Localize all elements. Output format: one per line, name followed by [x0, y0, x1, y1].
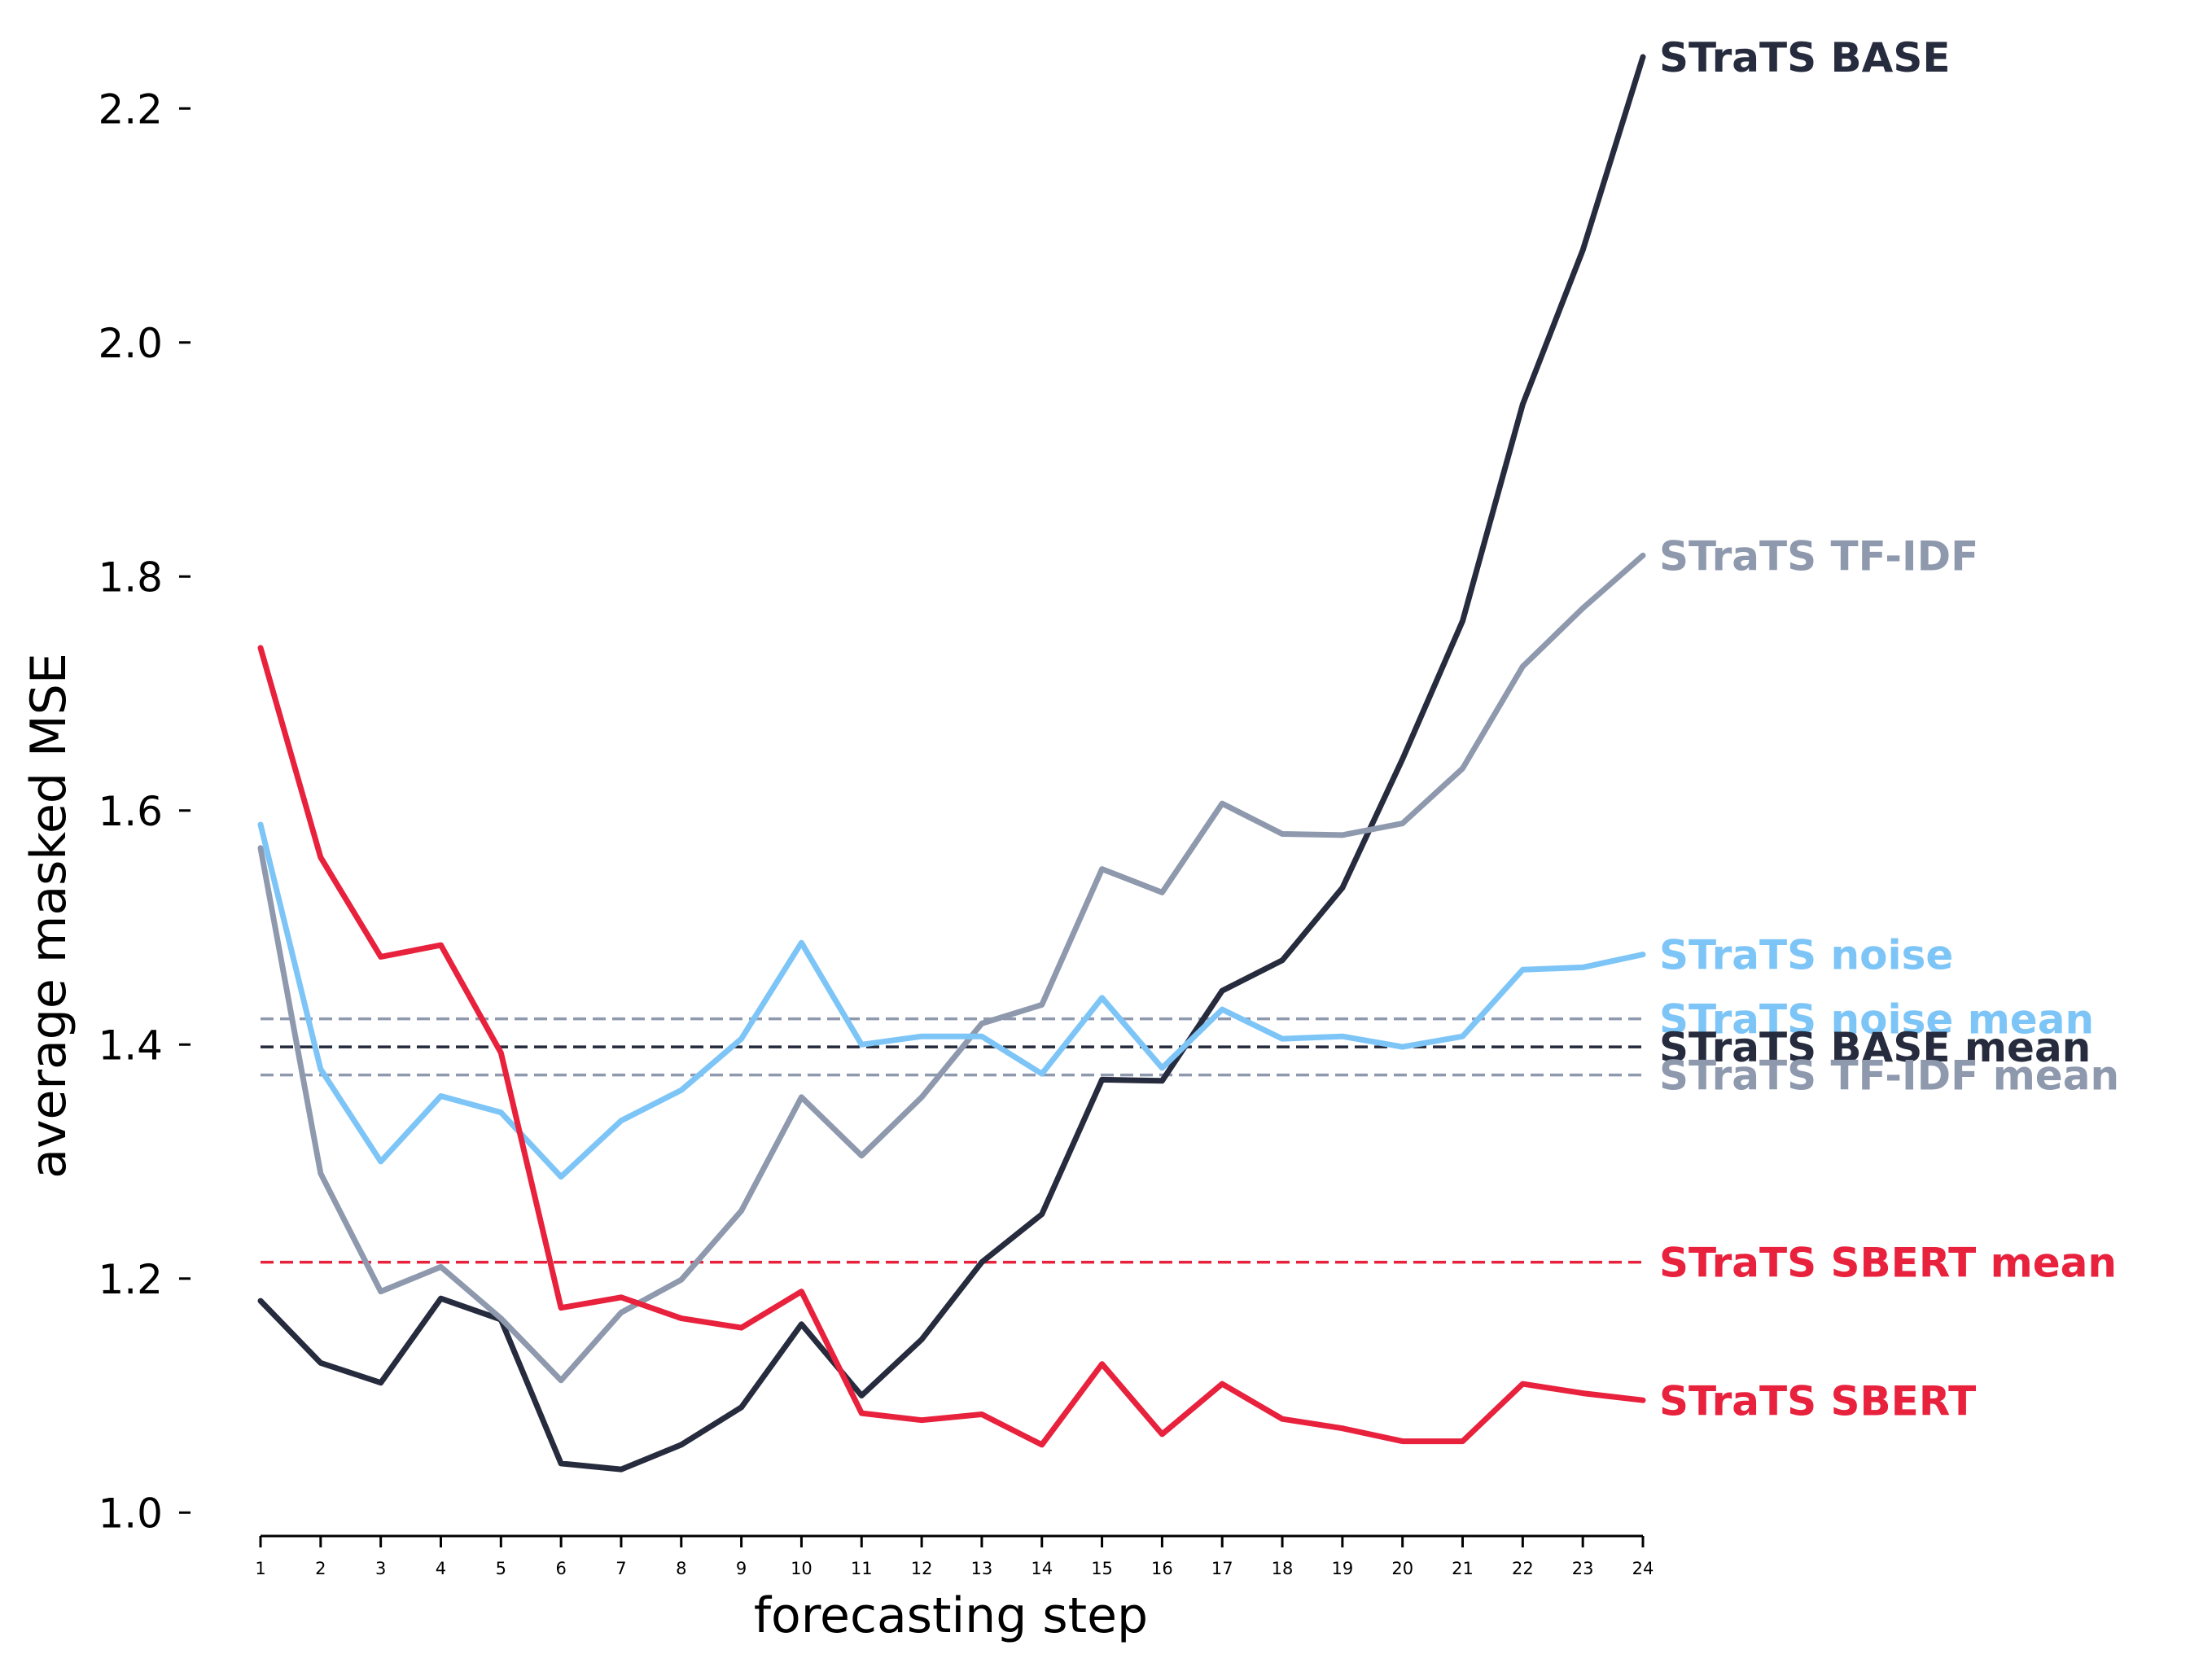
x-tick-label: 2 [315, 1559, 326, 1578]
x-tick-label: 14 [1031, 1559, 1053, 1578]
mean-line-label: STraTS SBERT mean [1659, 1240, 2117, 1287]
y-axis: 1.0 1.2 1.4 1.6 1.8 2.0 2.2 [98, 85, 191, 1537]
series-labels: STraTS BASE STraTS TF-IDF STraTS noise STra… [1659, 34, 2119, 1424]
series-end-label: STraTS SBERT [1659, 1377, 1976, 1424]
y-tick-label: 2.0 [98, 320, 163, 367]
x-tick-label: 18 [1272, 1559, 1294, 1578]
series-line [257, 552, 1646, 1384]
x-tick-label: 9 [736, 1559, 747, 1578]
mean-line-label: STraTS noise mean [1659, 996, 2094, 1044]
x-tick-label: 22 [1512, 1559, 1534, 1578]
x-tick-label: 17 [1211, 1559, 1233, 1578]
y-tick-label: 1.8 [98, 554, 163, 601]
series-end-label: STraTS noise [1659, 932, 1953, 979]
x-tick-label: 16 [1151, 1559, 1173, 1578]
x-tick-label: 21 [1452, 1559, 1474, 1578]
y-tick-label: 1.4 [98, 1022, 163, 1069]
x-tick-label: 20 [1391, 1559, 1413, 1578]
x-tick-label: 23 [1572, 1559, 1594, 1578]
x-tick-label: 8 [676, 1559, 686, 1578]
series-line [257, 821, 1646, 1180]
x-axis: 1 2 3 4 5 6 7 8 9 10 11 12 13 14 15 16 17 18 19 20 21 22 23 24 [255, 1534, 1654, 1578]
y-tick-label: 1.2 [98, 1256, 163, 1303]
mean-lines [261, 1017, 1643, 1264]
mean-line-label: STraTS TF-IDF mean [1659, 1053, 2119, 1100]
series-end-label: STraTS BASE [1659, 34, 1951, 81]
x-tick-label: 3 [375, 1559, 386, 1578]
x-tick-label: 6 [555, 1559, 566, 1578]
x-tick-label: 12 [911, 1559, 933, 1578]
x-tick-label: 1 [255, 1559, 265, 1578]
x-tick-label: 10 [791, 1559, 813, 1578]
x-tick-label: 19 [1332, 1559, 1354, 1578]
x-tick-label: 11 [851, 1559, 873, 1578]
x-axis-title: forecasting step [754, 1587, 1148, 1644]
mean-line-label: STraTS BASE mean [1659, 1024, 2091, 1071]
series-line [257, 54, 1646, 1473]
y-tick-label: 1.6 [98, 788, 163, 835]
x-tick-label: 15 [1091, 1559, 1113, 1578]
x-tick-label: 4 [436, 1559, 446, 1578]
y-tick-label: 1.0 [98, 1490, 163, 1537]
x-tick-label: 13 [971, 1559, 993, 1578]
series-lines [257, 54, 1646, 1473]
x-tick-label: 7 [615, 1559, 626, 1578]
series-line [257, 645, 1646, 1448]
x-tick-label: 24 [1632, 1559, 1654, 1578]
series-end-label: STraTS TF-IDF [1659, 532, 1978, 580]
y-tick-label: 2.2 [98, 85, 163, 133]
x-tick-label: 5 [496, 1559, 506, 1578]
y-axis-title: average masked MSE [20, 653, 77, 1179]
